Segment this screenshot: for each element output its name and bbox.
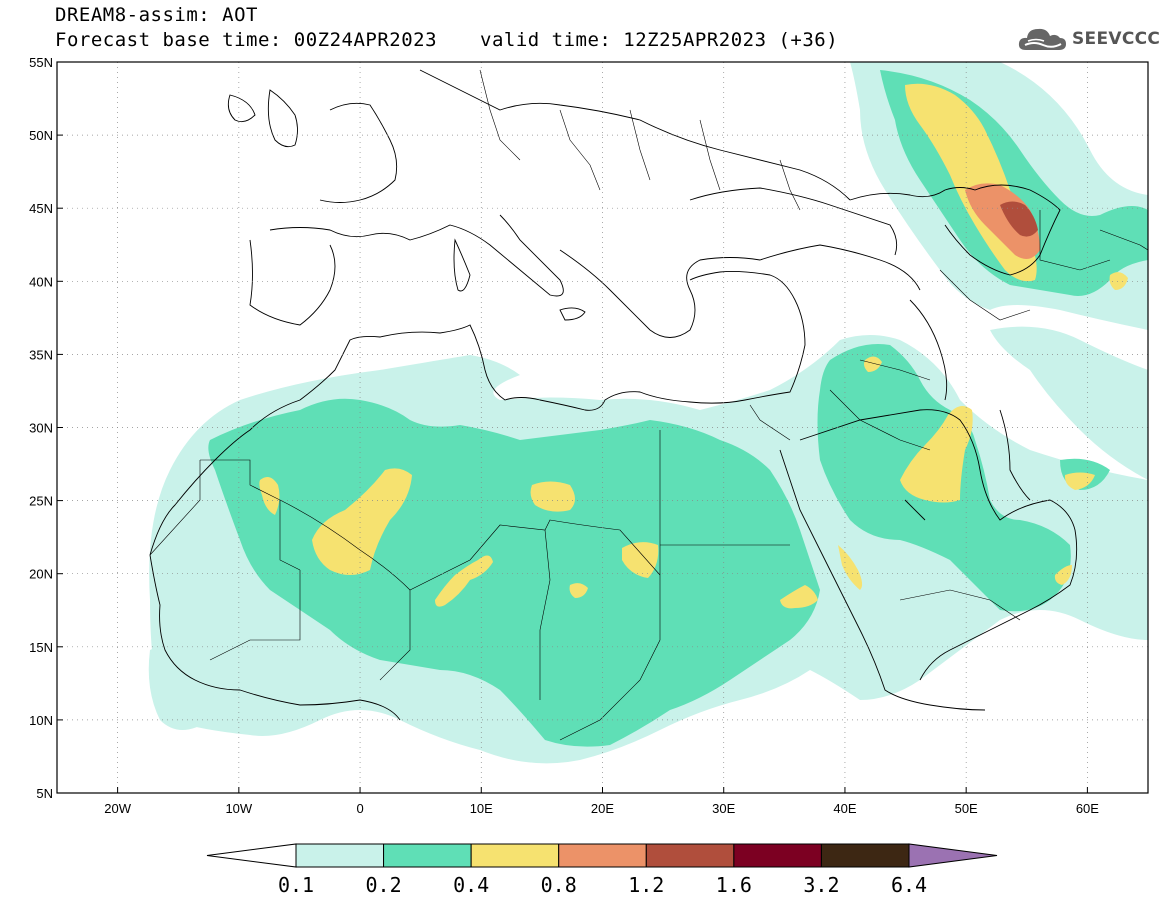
colorbar-label: 0.1 [278,873,314,897]
model-title: DREAM8-assim: AOT [55,4,258,26]
x-tick-label: 40E [833,801,856,816]
colorbar-bin [820,843,910,868]
cloud-icon [1018,28,1066,50]
y-tick-label: 5N [36,786,53,801]
graticule [57,62,1148,793]
colorbar-label: 1.6 [716,873,752,897]
x-tick-label: 20W [104,801,131,816]
y-tick-label: 45N [29,201,53,216]
y-axis: 55N 50N 45N 40N 35N 30N 25N 20N 15N 10N 5N [29,55,63,801]
colorbar-label: 1.2 [628,873,664,897]
y-tick-label: 15N [29,640,53,655]
y-tick-label: 10N [29,713,53,728]
y-tick-label: 25N [29,494,53,509]
seevccc-logo: SEEVCCC [1016,22,1160,56]
colorbar: 0.1 0.2 0.4 0.8 1.2 1.6 3.2 6.4 [206,843,998,897]
x-tick-label: 10W [225,801,252,816]
valid-time: valid time: 12Z25APR2023 (+36) [480,29,839,51]
colorbar-bin [558,843,647,868]
colorbar-label: 0.4 [453,873,489,897]
x-tick-label: 0 [356,801,363,816]
x-tick-label: 30E [712,801,735,816]
forecast-base-time: Forecast base time: 00Z24APR2023 [55,29,438,51]
aot-band-0.8-1.2 [965,183,1040,259]
colorbar-low-extension [206,843,297,868]
y-tick-label: 55N [29,55,53,70]
x-axis: 20W 10W 0 10E 20E 30E 40E 50E 60E [104,787,1099,816]
y-tick-label: 50N [29,128,53,143]
y-tick-label: 30N [29,421,53,436]
colorbar-label: 3.2 [803,873,839,897]
colorbar-label: 0.8 [541,873,577,897]
colorbar-bin [295,843,385,868]
y-tick-label: 35N [29,347,53,362]
colorbar-bin [733,843,822,868]
aot-fields [148,62,1148,764]
y-tick-label: 40N [29,274,53,289]
colorbar-label: 6.4 [891,873,927,897]
x-tick-label: 50E [955,801,978,816]
colorbar-bin [383,843,472,868]
y-tick-label: 20N [29,567,53,582]
logo-text: SEEVCCC [1072,29,1161,49]
colorbar-high-extension [908,843,998,868]
x-tick-label: 60E [1076,801,1099,816]
colorbar-bin [645,843,735,868]
colorbar-bin [470,843,560,868]
country-borders [149,69,1148,741]
x-tick-label: 20E [591,801,614,816]
coastlines [149,69,1078,721]
aot-band-1.2-1.6 [1000,201,1038,237]
colorbar-label: 0.2 [366,873,402,897]
x-tick-label: 10E [470,801,493,816]
